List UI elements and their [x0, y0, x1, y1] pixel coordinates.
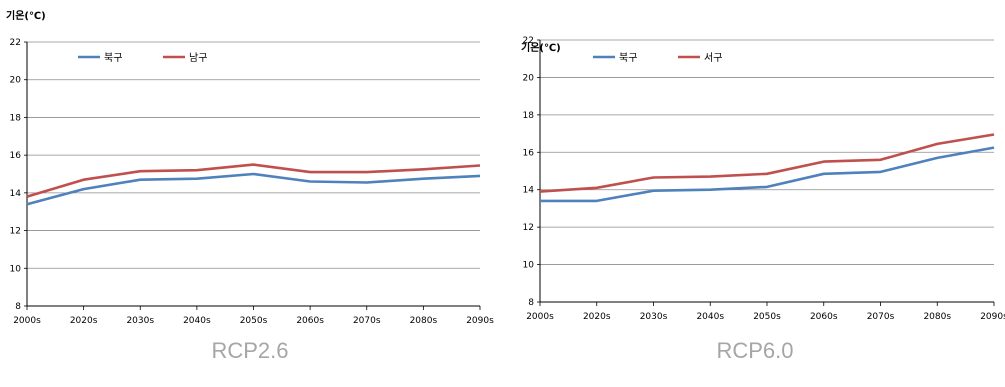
y-tick-label: 22	[523, 36, 534, 46]
x-tick-label: 2020s	[70, 316, 98, 326]
x-tick-label: 2070s	[867, 312, 895, 322]
y-tick-label: 12	[10, 227, 21, 237]
x-tick-label: 2080s	[923, 312, 951, 322]
x-tick-label: 2020s	[583, 312, 611, 322]
x-tick-label: 2090s	[980, 312, 1005, 322]
chart-caption: RCP2.6	[211, 338, 289, 363]
y-tick-label: 18	[523, 111, 535, 121]
y-tick-label: 16	[523, 148, 535, 158]
series-line-1	[539, 133, 995, 193]
y-axis-title: 기온(℃)	[521, 41, 561, 54]
x-tick-label: 2040s	[183, 316, 211, 326]
x-tick-label: 2090s	[466, 316, 494, 326]
y-tick-label: 10	[523, 261, 535, 271]
legend-label: 북구	[104, 52, 122, 64]
chart-panel-rcp26: 기온(℃) 8 10 12 14 16 18 20 22 2000s 2020s 2030s 2040s…	[0, 0, 500, 387]
y-tick-label: 14	[10, 189, 22, 199]
y-tick-label: 22	[10, 38, 21, 48]
y-tick-label: 20	[10, 76, 22, 86]
y-tick-label: 12	[523, 223, 534, 233]
y-tick-label: 8	[15, 302, 21, 312]
x-tick-label: 2050s	[240, 316, 268, 326]
x-tick-label: 2030s	[640, 312, 668, 322]
x-tick-label: 2040s	[696, 312, 724, 322]
legend-label: 남구	[189, 52, 207, 64]
x-tick-label: 2060s	[810, 312, 838, 322]
y-tick-label: 16	[10, 151, 22, 161]
chart-panel-rcp60: 기온(℃) 8 10 12 14 16 18 20 22 2000s 2020s 2030s 2040s…	[510, 0, 1005, 387]
legend-label: 북구	[619, 52, 637, 64]
x-tick-label: 2000s	[13, 316, 41, 326]
x-tick-label: 2050s	[753, 312, 781, 322]
y-tick-label: 8	[528, 298, 534, 308]
y-tick-label: 10	[10, 264, 22, 274]
y-tick-label: 14	[523, 186, 535, 196]
x-tick-label: 2080s	[410, 316, 438, 326]
line-chart-rcp60: 기온(℃) 8 10 12 14 16 18 20 22 2000s 2020s 2030s 2040s…	[521, 36, 1005, 322]
y-tick-label: 20	[523, 73, 535, 83]
line-chart-rcp26: 기온(℃) 8 10 12 14 16 18 20 22 2000s 2020s 2030s 2040s…	[6, 9, 494, 326]
x-tick-label: 2000s	[526, 312, 554, 322]
chart-caption: RCP6.0	[716, 338, 794, 363]
y-axis-title: 기온(℃)	[6, 9, 46, 22]
x-tick-label: 2070s	[353, 316, 381, 326]
y-tick-label: 18	[10, 113, 22, 123]
legend-label: 서구	[704, 52, 722, 64]
x-tick-label: 2030s	[126, 316, 154, 326]
x-tick-label: 2060s	[296, 316, 324, 326]
